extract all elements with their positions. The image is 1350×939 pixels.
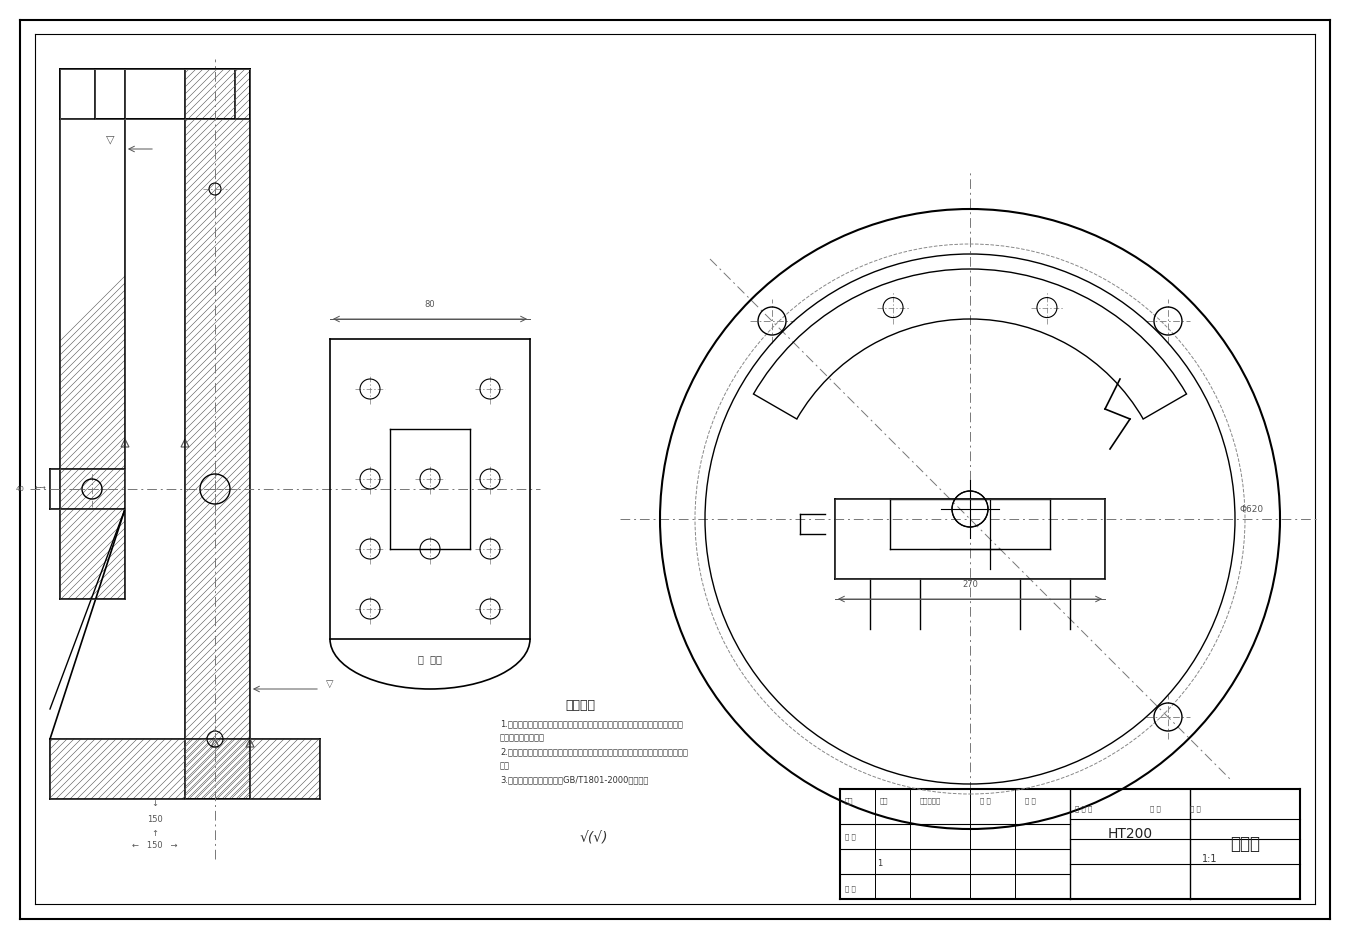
Text: 设 计: 设 计 bbox=[845, 834, 856, 840]
Text: 1: 1 bbox=[878, 859, 883, 868]
Text: 270: 270 bbox=[963, 580, 977, 589]
Text: 40: 40 bbox=[16, 486, 24, 492]
Bar bbox=[95, 69, 235, 119]
Text: 150: 150 bbox=[147, 814, 163, 824]
Text: 日 期: 日 期 bbox=[1025, 798, 1035, 805]
Text: 更改文件号: 更改文件号 bbox=[919, 798, 941, 805]
Bar bbox=[836, 499, 1106, 579]
Text: 80: 80 bbox=[425, 300, 435, 309]
Bar bbox=[59, 69, 126, 599]
Text: 3.未注浇铸尺寸公差应符合GB/T1801-2000的要求。: 3.未注浇铸尺寸公差应符合GB/T1801-2000的要求。 bbox=[500, 775, 648, 784]
Text: ↓: ↓ bbox=[151, 799, 158, 808]
Text: 1.铸件表面上不允许有冷隔、裂纹、缩孔和穿透性缺陷及严重的残缺类缺陷（如欠: 1.铸件表面上不允许有冷隔、裂纹、缩孔和穿透性缺陷及严重的残缺类缺陷（如欠 bbox=[500, 719, 683, 728]
Text: 2.铸件的浇冒口等，不得有毛刺、飞边，并加工表面上的浇冒口应清理与铸件表面齐: 2.铸件的浇冒口等，不得有毛刺、飞边，并加工表面上的浇冒口应清理与铸件表面齐 bbox=[500, 747, 688, 756]
Bar bbox=[50, 739, 320, 799]
Text: HT200: HT200 bbox=[1107, 827, 1153, 841]
Bar bbox=[50, 469, 126, 509]
Text: ←   150   →: ← 150 → bbox=[132, 840, 178, 850]
Text: 夹具体: 夹具体 bbox=[1230, 835, 1260, 853]
Text: 前  视图: 前 视图 bbox=[418, 654, 441, 664]
Bar bbox=[185, 69, 250, 799]
Text: 平。: 平。 bbox=[500, 761, 510, 770]
Text: 重 量: 重 量 bbox=[1150, 806, 1161, 812]
Text: 1:1: 1:1 bbox=[1203, 854, 1218, 864]
Text: 铸、机械损伤等）。: 铸、机械损伤等）。 bbox=[500, 733, 545, 742]
Text: 处数: 处数 bbox=[880, 798, 888, 805]
Text: 比 例: 比 例 bbox=[1189, 806, 1200, 812]
Text: Φ620: Φ620 bbox=[1241, 504, 1264, 514]
Text: ←→: ←→ bbox=[34, 486, 46, 492]
Text: √(√): √(√) bbox=[580, 832, 609, 846]
Text: 标记: 标记 bbox=[845, 798, 853, 805]
Text: 签 字: 签 字 bbox=[980, 798, 991, 805]
Bar bbox=[59, 69, 250, 119]
Text: ▽: ▽ bbox=[327, 679, 333, 689]
Text: 材 料 记: 材 料 记 bbox=[1075, 806, 1092, 812]
Text: 技术要求: 技术要求 bbox=[566, 699, 595, 712]
Text: ▽: ▽ bbox=[105, 134, 115, 144]
Text: ↑: ↑ bbox=[151, 829, 158, 839]
Text: 日 期: 日 期 bbox=[845, 885, 856, 892]
